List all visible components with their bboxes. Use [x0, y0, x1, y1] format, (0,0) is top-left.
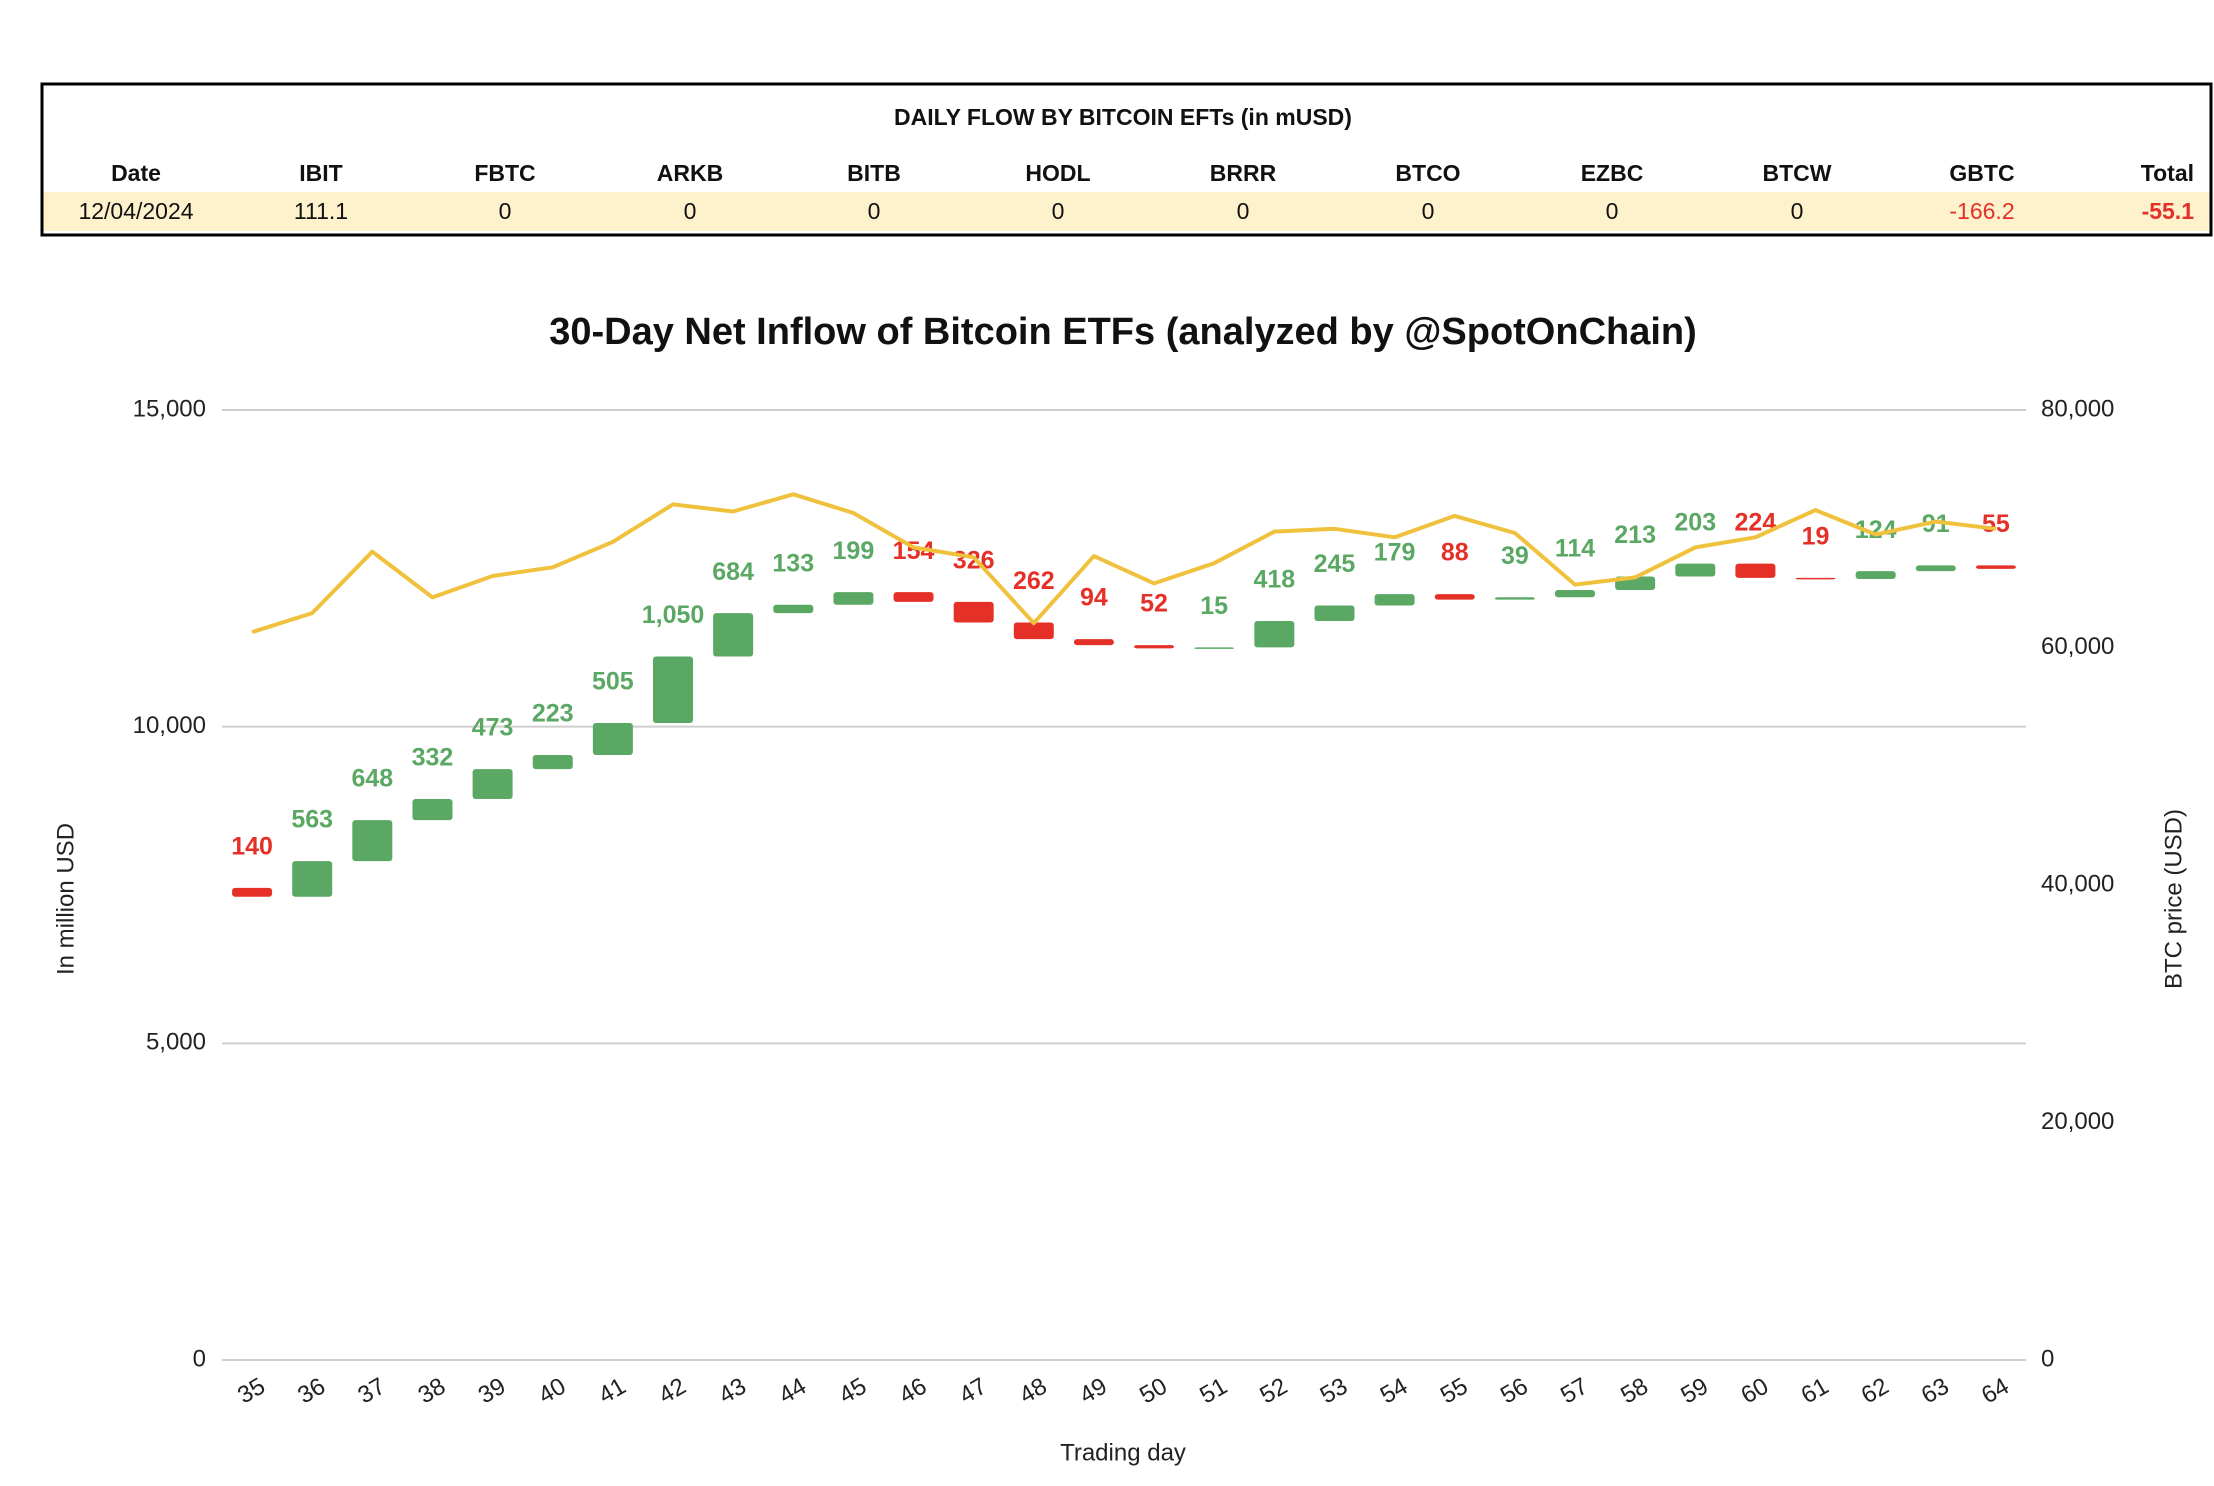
table-cell: -55.1: [2142, 198, 2195, 224]
data-label: 473: [472, 714, 514, 742]
table-header: EZBC: [1581, 160, 1644, 186]
table-header: BTCO: [1395, 160, 1460, 186]
table-cell: 0: [499, 198, 512, 224]
table-cell: 0: [1606, 198, 1619, 224]
table-cell: 0: [1237, 198, 1250, 224]
y-axis-title: In million USD: [52, 823, 79, 975]
waterfall-bar: [1975, 565, 2016, 569]
data-label: 19: [1802, 522, 1830, 550]
table-header: BRRR: [1210, 160, 1277, 186]
data-label: 203: [1674, 508, 1716, 536]
waterfall-bar: [1855, 571, 1896, 580]
data-label: 262: [1013, 567, 1055, 595]
data-label: 39: [1501, 542, 1529, 570]
table-border: [40, 82, 2213, 237]
y-tick-label: 0: [193, 1345, 206, 1372]
table-header: ARKB: [657, 160, 723, 186]
waterfall-bar: [352, 820, 393, 862]
data-label: 114: [1555, 535, 1595, 563]
table-row-highlight: [43, 192, 2210, 231]
waterfall-bar: [592, 722, 633, 755]
chart-title: 30-Day Net Inflow of Bitcoin ETFs (analy…: [549, 311, 1697, 353]
waterfall-bar: [1494, 597, 1535, 600]
data-label: 94: [1080, 584, 1108, 612]
waterfall-bar: [653, 656, 693, 723]
waterfall-bar: [232, 887, 273, 897]
waterfall-bar: [532, 754, 573, 770]
waterfall-bar: [893, 592, 934, 602]
table-header: Total: [2141, 160, 2194, 186]
data-label: 88: [1441, 539, 1469, 567]
data-label: 15: [1200, 592, 1228, 620]
waterfall-bar: [472, 769, 513, 800]
table-header: BITB: [847, 160, 901, 186]
data-label: 199: [833, 537, 875, 565]
table-cell: -166.2: [1949, 198, 2014, 224]
data-label: 223: [532, 700, 574, 728]
y-tick-label: 5,000: [146, 1029, 206, 1056]
x-axis-title: Trading day: [1060, 1439, 1186, 1466]
table-header: IBIT: [299, 160, 342, 186]
table-cell: 111.1: [294, 198, 348, 224]
table-cell: 0: [1422, 198, 1435, 224]
price-line: [251, 492, 1997, 635]
table-cell: 0: [868, 198, 881, 224]
data-label: 245: [1314, 550, 1356, 578]
table-header: HODL: [1025, 160, 1090, 186]
data-label: 140: [231, 833, 273, 861]
waterfall-bar: [1134, 645, 1175, 649]
waterfall-bar: [1013, 622, 1054, 640]
data-label: 563: [291, 806, 333, 834]
y-tick-label: 15,000: [133, 395, 206, 422]
table-header: FBTC: [474, 160, 535, 186]
table-cell: 0: [1791, 198, 1804, 224]
waterfall-bar: [1915, 565, 1956, 572]
waterfall-bar: [1735, 563, 1776, 578]
waterfall-bar: [1254, 620, 1295, 648]
waterfall-bar: [833, 592, 874, 605]
data-label: 332: [412, 744, 454, 772]
data-label: 684: [712, 558, 754, 586]
waterfall-bar: [1194, 647, 1235, 649]
y2-tick-label: 80,000: [2041, 395, 2114, 422]
waterfall-bar: [1434, 594, 1475, 600]
waterfall-bar: [1555, 589, 1595, 598]
waterfall-bar: [412, 799, 453, 821]
waterfall-bar: [1314, 605, 1355, 621]
y2-tick-label: 20,000: [2041, 1108, 2114, 1135]
waterfall-bar: [1675, 563, 1716, 577]
y2-tick-label: 40,000: [2041, 870, 2114, 897]
data-label: 418: [1253, 566, 1295, 594]
table-title: DAILY FLOW BY BITCOIN EFTs (in mUSD): [894, 104, 1352, 130]
waterfall-bar: [713, 613, 754, 657]
table-header: Date: [111, 160, 161, 186]
y2-tick-label: 60,000: [2041, 633, 2114, 660]
data-label: 505: [592, 668, 634, 696]
table-cell: 12/04/2024: [78, 198, 193, 224]
table-cell: 0: [1052, 198, 1065, 224]
data-label: 52: [1140, 590, 1168, 618]
data-label: 55: [1982, 510, 2010, 538]
waterfall-bar: [1073, 639, 1114, 646]
waterfall-bar: [953, 601, 994, 623]
table-header: BTCW: [1763, 160, 1832, 186]
table-header: GBTC: [1949, 160, 2014, 186]
waterfall-bar: [773, 604, 814, 614]
table-cell: 0: [684, 198, 697, 224]
waterfall-bar: [292, 861, 333, 897]
y-tick-label: 10,000: [133, 712, 206, 739]
waterfall-bar: [1795, 577, 1836, 580]
waterfall-bar: [1374, 594, 1415, 606]
y2-tick-label: 0: [2041, 1345, 2054, 1372]
data-label: 133: [772, 549, 814, 577]
data-label: 179: [1374, 539, 1416, 567]
data-label: 213: [1614, 521, 1656, 549]
y2-axis-title: BTC price (USD): [2160, 809, 2187, 989]
data-label: 1,050: [642, 601, 705, 629]
data-label: 648: [351, 765, 393, 793]
